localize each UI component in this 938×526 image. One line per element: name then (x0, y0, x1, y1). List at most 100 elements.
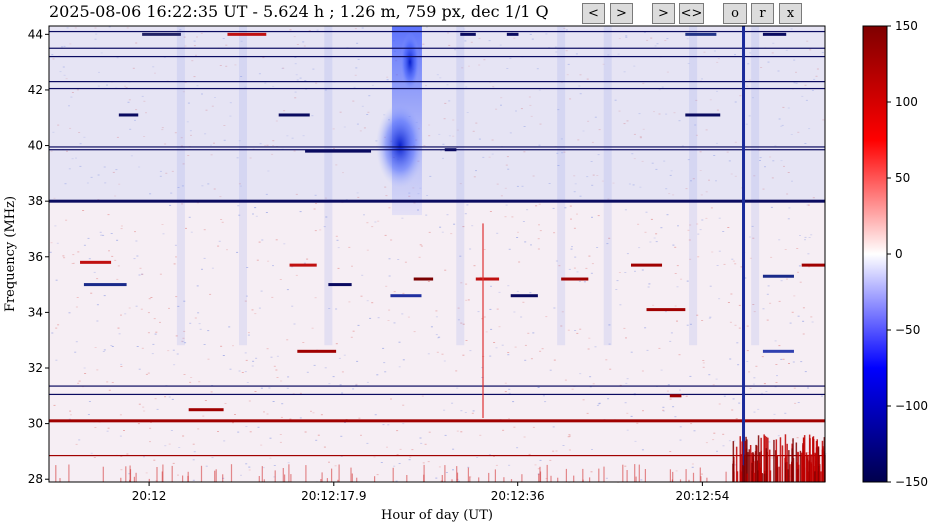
noise-speck (312, 412, 315, 414)
red-noise-bar (810, 454, 812, 482)
original-button[interactable]: o (723, 3, 747, 24)
noise-speck (332, 128, 335, 130)
noise-speck (553, 359, 556, 361)
noise-speck (261, 239, 264, 241)
zoom-out-button[interactable]: <> (679, 3, 704, 24)
x-tick-label: 20:12 (132, 489, 167, 503)
noise-speck (192, 479, 195, 481)
noise-speck (506, 156, 509, 158)
faint-streak (603, 26, 612, 346)
noise-speck (775, 382, 778, 383)
red-noise-bar (356, 477, 358, 482)
noise-speck (591, 263, 594, 265)
noise-speck (478, 37, 481, 39)
noise-speck (293, 323, 296, 325)
noise-speck (654, 45, 657, 47)
noise-speck (393, 291, 396, 293)
red-noise-bar (284, 474, 286, 482)
noise-speck (398, 463, 401, 464)
red-noise-bar (230, 464, 233, 482)
noise-speck (266, 413, 269, 415)
noise-speck (49, 251, 52, 253)
noise-speck (280, 416, 283, 418)
noise-speck (712, 439, 715, 441)
noise-speck (260, 290, 263, 292)
vertical-dark-line (742, 26, 746, 482)
next-button[interactable]: > (610, 3, 633, 24)
noise-speck (159, 170, 162, 172)
noise-speck (778, 239, 781, 241)
noise-speck (429, 175, 432, 177)
noise-speck (87, 414, 90, 415)
noise-speck (662, 410, 665, 412)
noise-speck (246, 267, 249, 268)
noise-speck (786, 278, 788, 280)
noise-speck (439, 226, 442, 228)
noise-speck (217, 431, 219, 432)
noise-speck (568, 449, 571, 451)
noise-speck (597, 154, 600, 156)
noise-speck (311, 327, 314, 329)
red-noise-bar (758, 468, 761, 482)
noise-speck (513, 311, 516, 313)
noise-speck (184, 45, 187, 47)
noise-speck (463, 28, 466, 30)
noise-speck (813, 78, 816, 80)
noise-speck (730, 293, 733, 295)
noise-speck (623, 123, 626, 125)
red-noise-bar (215, 469, 217, 482)
red-noise-bar (779, 437, 782, 482)
noise-speck (382, 347, 385, 349)
noise-speck (272, 140, 275, 142)
noise-speck (240, 474, 242, 476)
noise-speck (90, 292, 93, 294)
noise-speck (172, 462, 175, 464)
noise-speck (563, 151, 566, 153)
reset-button[interactable]: r (751, 3, 774, 24)
noise-speck (655, 241, 658, 243)
noise-speck (421, 395, 424, 397)
noise-speck (500, 97, 503, 99)
noise-speck (713, 155, 716, 156)
noise-speck (138, 403, 141, 405)
noise-speck (360, 434, 362, 436)
red-noise-bar (55, 465, 57, 482)
red-noise-bar (503, 477, 505, 482)
noise-speck (50, 242, 53, 244)
noise-speck (731, 409, 734, 411)
noise-speck (784, 249, 787, 250)
noise-speck (799, 281, 802, 283)
noise-speck (420, 442, 423, 444)
noise-speck (576, 213, 578, 215)
noise-speck (120, 469, 123, 471)
noise-speck (175, 296, 178, 298)
prev-button[interactable]: < (582, 3, 605, 24)
noise-speck (111, 346, 114, 347)
noise-speck (782, 358, 785, 360)
noise-speck (384, 186, 387, 188)
noise-speck (496, 308, 499, 310)
noise-speck (299, 417, 302, 419)
red-noise-bar (766, 451, 768, 482)
noise-speck (343, 126, 346, 128)
noise-speck (273, 365, 276, 367)
noise-speck (566, 74, 569, 76)
red-noise-bar (807, 454, 809, 482)
red-noise-bar (634, 464, 636, 482)
noise-speck (770, 206, 773, 208)
noise-speck (198, 323, 201, 325)
noise-speck (807, 204, 810, 206)
close-button[interactable]: x (779, 3, 802, 24)
noise-speck (793, 59, 796, 61)
red-noise-bar (741, 471, 743, 482)
noise-speck (282, 67, 285, 69)
noise-speck (182, 163, 185, 165)
noise-speck (718, 298, 721, 300)
noise-speck (390, 239, 393, 241)
noise-speck (263, 411, 265, 413)
noise-speck (244, 352, 247, 354)
noise-speck (104, 182, 107, 184)
noise-speck (209, 293, 212, 295)
noise-speck (193, 451, 196, 453)
noise-speck (302, 342, 305, 343)
